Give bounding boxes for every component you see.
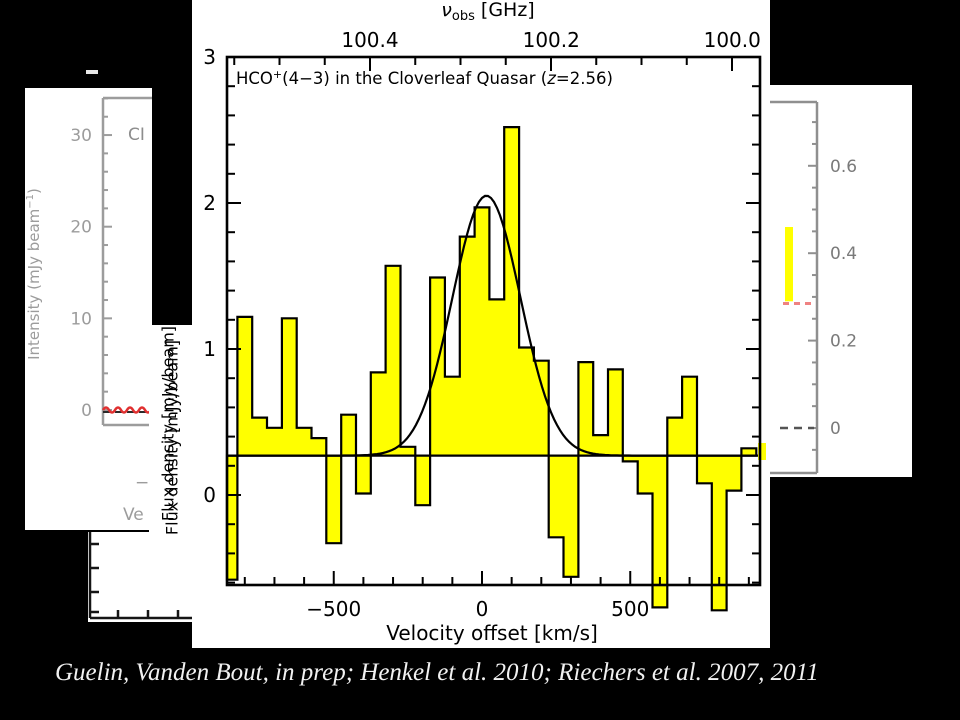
svg-text:HCO+(4−3) in the Cloverleaf Qu: HCO+(4−3) in the Cloverleaf Quasar (z=2.… bbox=[236, 68, 613, 88]
svg-text:2: 2 bbox=[203, 191, 216, 215]
card-main-plot: 3 2 1 0 −500 0 500 100.4 100.2 100.0 Velocity offs… bbox=[192, 0, 770, 648]
svg-text:100.4: 100.4 bbox=[341, 28, 398, 52]
svg-text:0.6: 0.6 bbox=[830, 157, 857, 177]
flux-density-label-strip: Flux density [mJy/beam] Flux density [mJ… bbox=[149, 325, 194, 553]
svg-text:0: 0 bbox=[476, 597, 489, 621]
svg-text:−: − bbox=[135, 473, 149, 493]
svg-text:20: 20 bbox=[70, 218, 92, 238]
card-left-background-plot: 30 20 10 0 CI Intensity (mJy beam−1) − Ve bbox=[25, 88, 152, 530]
svg-text:30: 30 bbox=[70, 126, 92, 146]
svg-text:500: 500 bbox=[611, 597, 649, 621]
svg-text:100.0: 100.0 bbox=[704, 28, 761, 52]
svg-text:3: 3 bbox=[203, 45, 216, 69]
svg-text:0: 0 bbox=[203, 483, 216, 507]
svg-text:1: 1 bbox=[203, 337, 216, 361]
svg-text:0: 0 bbox=[830, 419, 841, 439]
svg-text:10: 10 bbox=[70, 309, 92, 329]
svg-text:CI: CI bbox=[128, 125, 145, 145]
flux-density-label: Flux density [mJy/beam] bbox=[162, 339, 182, 536]
citation-text: Guelin, Vanden Bout, in prep; Henkel et … bbox=[55, 659, 819, 686]
svg-text:Intensity (mJy beam−1): Intensity (mJy beam−1) bbox=[25, 188, 43, 360]
left-intensity-plot: 30 20 10 0 CI Intensity (mJy beam−1) − Ve bbox=[25, 96, 152, 525]
card-right-background-plot: 0.6 0.4 0.2 0 bbox=[770, 85, 912, 477]
svg-text:0.2: 0.2 bbox=[830, 332, 857, 352]
axis-fragment-ticks bbox=[88, 532, 205, 620]
right-faded-plot: 0.6 0.4 0.2 0 bbox=[770, 100, 857, 475]
svg-text:0: 0 bbox=[81, 401, 92, 421]
svg-text:0.4: 0.4 bbox=[830, 244, 857, 264]
svg-text:−500: −500 bbox=[306, 597, 361, 621]
svg-text:νobs [GHz]: νobs [GHz] bbox=[441, 0, 534, 24]
tick-fragment bbox=[86, 70, 98, 74]
svg-text:Velocity offset [km/s]: Velocity offset [km/s] bbox=[386, 621, 598, 645]
svg-text:Ve: Ve bbox=[123, 505, 144, 525]
main-spectrum-plot: 3 2 1 0 −500 0 500 100.4 100.2 100.0 Velocity offs… bbox=[203, 0, 766, 645]
svg-text:100.2: 100.2 bbox=[523, 28, 580, 52]
